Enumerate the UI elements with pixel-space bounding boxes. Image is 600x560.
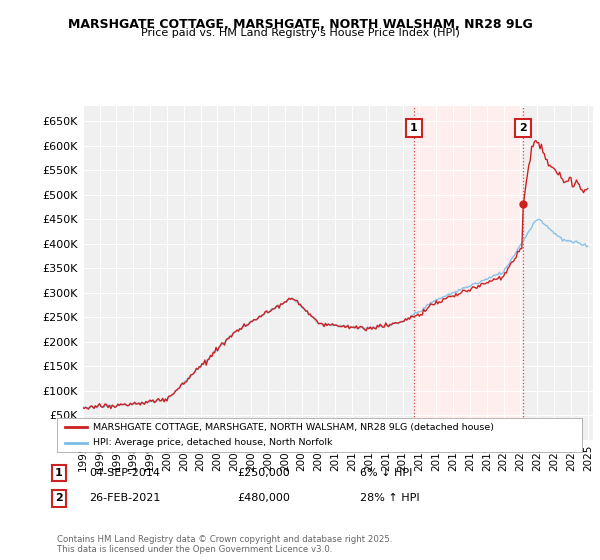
Text: £480,000: £480,000 [237,493,290,503]
Text: Price paid vs. HM Land Registry's House Price Index (HPI): Price paid vs. HM Land Registry's House … [140,28,460,38]
Text: 6% ↓ HPI: 6% ↓ HPI [360,468,412,478]
Text: 26-FEB-2021: 26-FEB-2021 [89,493,160,503]
Text: £250,000: £250,000 [237,468,290,478]
Text: Contains HM Land Registry data © Crown copyright and database right 2025.
This d: Contains HM Land Registry data © Crown c… [57,535,392,554]
Bar [414,106,523,440]
Text: 2: 2 [519,123,527,133]
Text: 28% ↑ HPI: 28% ↑ HPI [360,493,419,503]
Text: 2: 2 [55,493,62,503]
Text: 04-SEP-2014: 04-SEP-2014 [89,468,160,478]
Text: 1: 1 [55,468,62,478]
Text: MARSHGATE COTTAGE, MARSHGATE, NORTH WALSHAM, NR28 9LG (detached house): MARSHGATE COTTAGE, MARSHGATE, NORTH WALS… [93,423,494,432]
Text: HPI: Average price, detached house, North Norfolk: HPI: Average price, detached house, Nort… [93,438,332,447]
Text: MARSHGATE COTTAGE, MARSHGATE, NORTH WALSHAM, NR28 9LG: MARSHGATE COTTAGE, MARSHGATE, NORTH WALS… [68,18,532,31]
Text: 1: 1 [410,123,418,133]
